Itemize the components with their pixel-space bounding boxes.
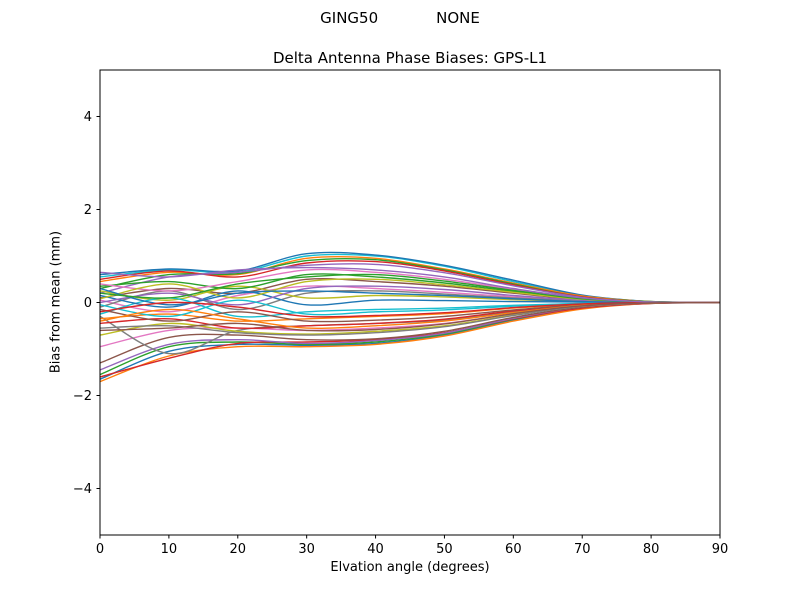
x-tick-label: 60 — [505, 542, 522, 557]
x-axis-label: Elvation angle (degrees) — [330, 560, 490, 575]
y-tick-label: 2 — [84, 203, 92, 218]
y-tick-label: 0 — [84, 296, 92, 311]
x-tick-label: 80 — [643, 542, 660, 557]
x-tick-label: 50 — [436, 542, 453, 557]
x-tick-label: 30 — [298, 542, 315, 557]
y-tick-label: −2 — [73, 389, 92, 404]
series-line — [100, 266, 720, 304]
series-line — [100, 301, 720, 332]
x-tick-label: 70 — [574, 542, 591, 557]
x-tick-label: 0 — [96, 542, 104, 557]
suptitle-none: NONE — [436, 9, 480, 27]
x-tick-label: 20 — [230, 542, 247, 557]
x-tick-label: 40 — [367, 542, 384, 557]
figure-suptitle: GING50 NONE — [0, 9, 800, 27]
series-line — [100, 287, 720, 306]
x-tick-label: 90 — [712, 542, 729, 557]
y-axis-label: Bias from mean (mm) — [48, 230, 64, 374]
chart-title: Delta Antenna Phase Biases: GPS-L1 — [272, 49, 548, 67]
suptitle-station: GING50 — [320, 9, 379, 27]
series-lines — [100, 251, 720, 383]
series-line — [100, 301, 720, 376]
x-tick-label: 10 — [161, 542, 178, 557]
y-tick-label: −4 — [73, 482, 92, 497]
y-tick-label: 4 — [84, 110, 92, 125]
series-line — [100, 301, 720, 318]
